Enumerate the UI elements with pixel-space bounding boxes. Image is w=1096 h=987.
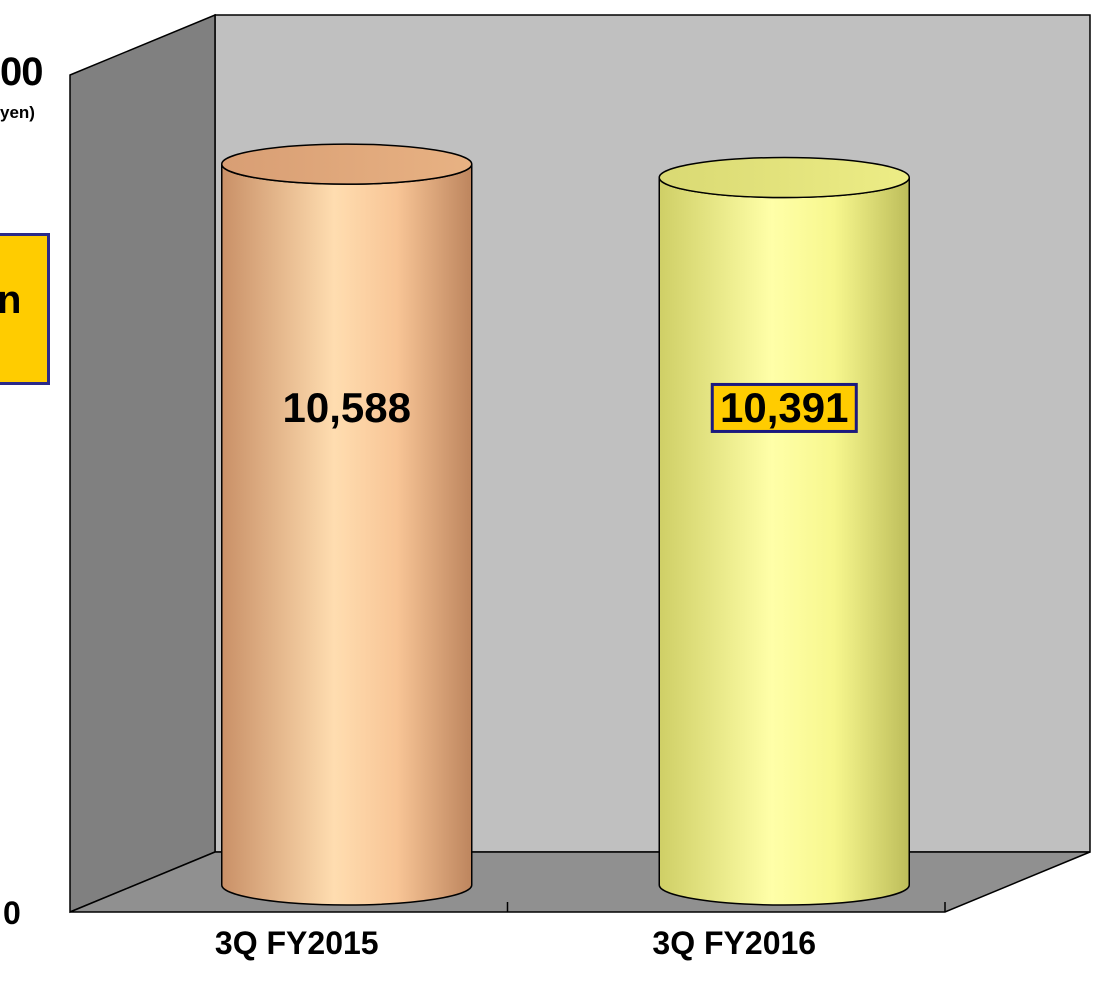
- x-axis-ticks: [506, 902, 946, 912]
- x-tick-label-2: 3Q FY2016: [652, 925, 817, 961]
- callout-text: n: [0, 278, 22, 322]
- y-tick-zero-label: 0: [3, 895, 21, 931]
- bars-group: [221, 143, 910, 906]
- bar-top-2: [658, 156, 910, 199]
- data-label-1: 10,588: [282, 384, 411, 431]
- bar-top-1: [221, 143, 473, 185]
- callout-box: n: [0, 233, 50, 385]
- bar-body-2: [658, 177, 910, 906]
- x-tick-label-1: 3Q FY2015: [214, 925, 379, 961]
- bar-1: [221, 143, 473, 906]
- y-axis-unit-label: yen): [0, 103, 35, 122]
- bar-body-1: [221, 164, 473, 906]
- data-label-2: 10,391: [711, 382, 858, 434]
- y-tick-top-label: 00: [0, 50, 43, 94]
- bar-2: [658, 156, 910, 906]
- side-wall: [69, 13, 216, 914]
